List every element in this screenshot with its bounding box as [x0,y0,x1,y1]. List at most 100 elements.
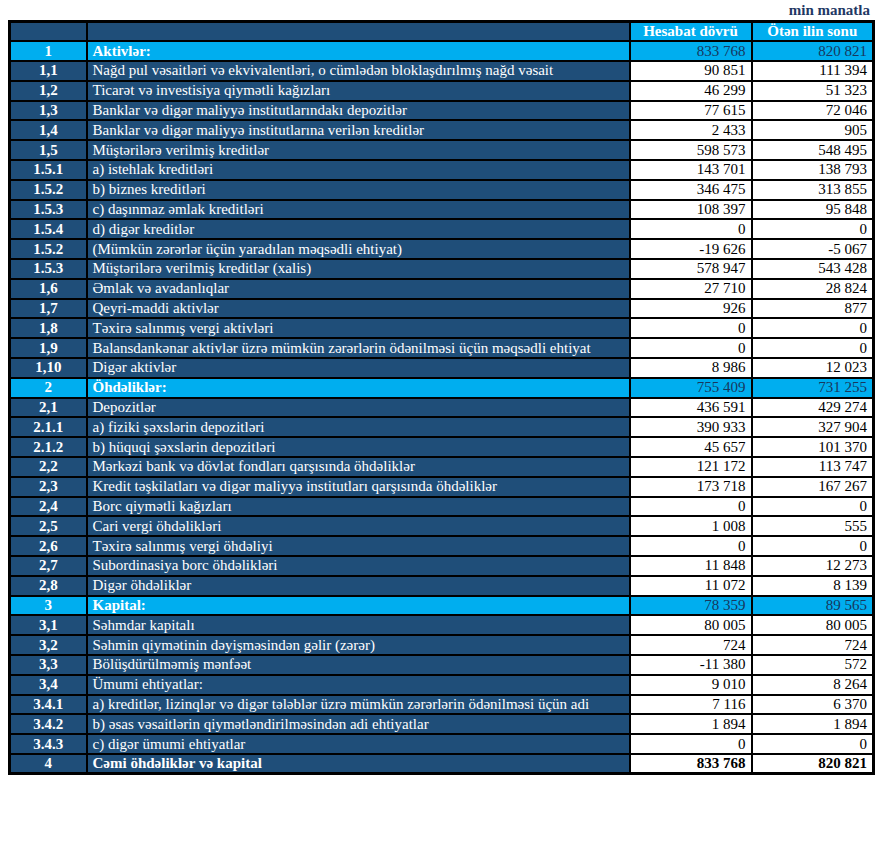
row-label-cell: Kapital: [87,596,630,616]
header-row: Hesabat dövrü Ötən ilin sonu [10,22,874,42]
previous-period-value: 820 821 [752,41,874,61]
row-number-cell: 2,1 [10,398,87,418]
row-number-cell: 2,2 [10,457,87,477]
current-period-value: -11 380 [630,655,752,675]
previous-period-value: -5 067 [752,239,874,259]
row-label-cell: Əmlak və avadanlıqlar [87,279,630,299]
table-row: 3,2Səhmin qiymətinin dəyişməsindən gəlir… [10,635,874,655]
current-period-value: 0 [630,318,752,338]
current-period-value: 390 933 [630,417,752,437]
previous-period-value: 138 793 [752,160,874,180]
row-label-cell: Nağd pul vəsaitləri və ekvivalentləri, o… [87,61,630,81]
previous-period-value: 167 267 [752,477,874,497]
current-period-value: 77 615 [630,101,752,121]
previous-period-value: 548 495 [752,140,874,160]
row-number-cell: 1.5.3 [10,259,87,279]
table-row: 1,7Qeyri-maddi aktivlər926877 [10,299,874,319]
table-row: 1,5Müştərilərə verilmiş kreditlər598 573… [10,140,874,160]
table-row: 1,6Əmlak və avadanlıqlar27 71028 824 [10,279,874,299]
row-number-cell: 1,10 [10,358,87,378]
row-number-cell: 1,1 [10,61,87,81]
row-number-cell: 3 [10,596,87,616]
previous-period-value: 0 [752,338,874,358]
unit-label: min manatla [8,2,872,20]
row-label-cell: a) istehlak kreditləri [87,160,630,180]
current-period-value: 724 [630,635,752,655]
table-row: 3,4Ümumi ehtiyatlar:9 0108 264 [10,675,874,695]
table-row: 3Kapital:78 35989 565 [10,596,874,616]
row-number-cell: 1.5.4 [10,219,87,239]
row-number-cell: 1.5.3 [10,200,87,220]
row-label-cell: Banklar və digər maliyyə institutlarında… [87,101,630,121]
row-number-cell: 2,3 [10,477,87,497]
current-period-value: 11 072 [630,576,752,596]
row-label-cell: (Mümkün zərərlər üçün yaradılan məqsədli… [87,239,630,259]
table-row: 3,1Səhmdar kapitalı80 00580 005 [10,615,874,635]
row-label-cell: Digər aktivlər [87,358,630,378]
row-number-cell: 2.1.1 [10,417,87,437]
row-label-cell: Borc qiymətli kağızları [87,497,630,517]
current-period-value: 0 [630,734,752,754]
row-number-cell: 2.1.2 [10,437,87,457]
row-label-cell: Kredit təşkilatları və digər maliyyə ins… [87,477,630,497]
table-row: 2,4Borc qiymətli kağızları00 [10,497,874,517]
current-period-value: 143 701 [630,160,752,180]
table-row: 2,3Kredit təşkilatları və digər maliyyə … [10,477,874,497]
row-number-cell: 2 [10,378,87,398]
current-period-value: 833 768 [630,41,752,61]
previous-period-value: 101 370 [752,437,874,457]
row-label-cell: Cari vergi öhdəlikləri [87,516,630,536]
row-number-cell: 1,2 [10,81,87,101]
row-label-cell: a) kreditlər, lizinqlər və digər tələblə… [87,695,630,715]
current-period-value: 27 710 [630,279,752,299]
previous-period-value: 6 370 [752,695,874,715]
current-period-value: 0 [630,536,752,556]
row-number-cell: 1.5.2 [10,239,87,259]
current-period-value: 0 [630,497,752,517]
column-header-reporting-period: Hesabat dövrü [630,22,752,42]
row-label-cell: Öhdəliklər: [87,378,630,398]
table-row: 1.5.3Müştərilərə verilmiş kreditlər (xal… [10,259,874,279]
previous-period-value: 731 255 [752,378,874,398]
row-label-cell: Qeyri-maddi aktivlər [87,299,630,319]
previous-period-value: 95 848 [752,200,874,220]
previous-period-value: 12 273 [752,556,874,576]
previous-period-value: 12 023 [752,358,874,378]
row-number-cell: 1,4 [10,120,87,140]
table-row: 3,3Bölüşdürülməmiş mənfəət-11 380572 [10,655,874,675]
row-label-cell: Aktivlər: [87,41,630,61]
previous-period-value: 555 [752,516,874,536]
table-row: 1.5.4d) digər kreditlər00 [10,219,874,239]
current-period-value: 7 116 [630,695,752,715]
table-row: 3.4.2b) əsas vəsaitlərin qiymətləndirilm… [10,714,874,734]
row-label-cell: Səhmdar kapitalı [87,615,630,635]
current-period-value: -19 626 [630,239,752,259]
previous-period-value: 0 [752,734,874,754]
row-label-cell: c) digər ümumi ehtiyatlar [87,734,630,754]
row-label-cell: a) fiziki şəxslərin depozitləri [87,417,630,437]
previous-period-value: 8 139 [752,576,874,596]
row-label-cell: d) digər kreditlər [87,219,630,239]
previous-period-value: 820 821 [752,754,874,774]
previous-period-value: 0 [752,318,874,338]
previous-period-value: 8 264 [752,675,874,695]
previous-period-value: 89 565 [752,596,874,616]
row-number-cell: 2,5 [10,516,87,536]
page: min manatla Hesabat dövrü Ötən ilin sonu… [0,0,884,775]
table-row: 2.1.2b) hüquqi şəxslərin depozitləri45 6… [10,437,874,457]
current-period-value: 755 409 [630,378,752,398]
current-period-value: 9 010 [630,675,752,695]
header-empty-label-cell [87,22,630,42]
current-period-value: 80 005 [630,615,752,635]
row-label-cell: Banklar və digər maliyyə institutlarına … [87,120,630,140]
current-period-value: 78 359 [630,596,752,616]
row-label-cell: Ticarət və investisiya qiymətli kağızlar… [87,81,630,101]
previous-period-value: 724 [752,635,874,655]
row-number-cell: 1,9 [10,338,87,358]
row-number-cell: 1,7 [10,299,87,319]
previous-period-value: 313 855 [752,180,874,200]
table-row: 4Cəmi öhdəliklər və kapital833 768820 82… [10,754,874,774]
previous-period-value: 111 394 [752,61,874,81]
table-row: 1,2Ticarət və investisiya qiymətli kağız… [10,81,874,101]
table-row: 1,9Balansdankənar aktivlər üzrə mümkün z… [10,338,874,358]
